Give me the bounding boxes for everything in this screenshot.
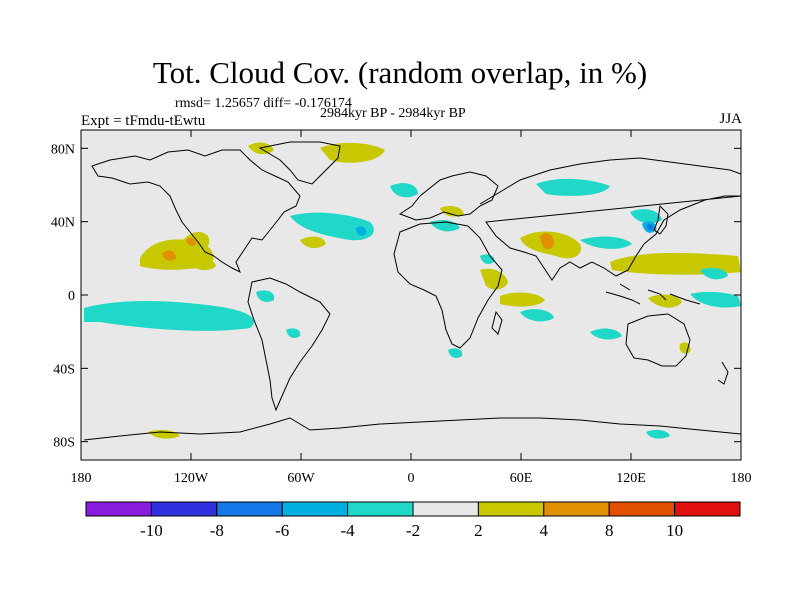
- y-tick-label: 80N: [51, 142, 75, 157]
- anomaly-blob: [320, 142, 385, 163]
- y-tick-label: 40N: [51, 216, 75, 231]
- colorbar-segment: [608, 501, 676, 517]
- anomaly-blob: [390, 183, 418, 198]
- anomaly-fields: [84, 142, 741, 439]
- coastline-north-america: [91, 149, 301, 274]
- x-axis: 180 120W 60W 0 60E 120E 180: [71, 130, 752, 486]
- colorbar-segment: [674, 501, 741, 517]
- experiment-label: Expt = tFmdu-tEwtu: [81, 113, 206, 129]
- map-plot-area: [81, 130, 741, 460]
- coastline-maritime-asia: [605, 283, 701, 305]
- x-tick-label: 120W: [174, 471, 209, 486]
- anomaly-blob: [646, 429, 670, 439]
- y-tick-label: 80S: [53, 436, 75, 451]
- x-tick-label: 180: [731, 471, 752, 486]
- x-tick-label: 0: [408, 471, 415, 486]
- period-label: 2984kyr BP - 2984kyr BP: [320, 106, 466, 121]
- y-tick-label: 0: [68, 289, 75, 304]
- colorbar-segment: [347, 501, 414, 517]
- anomaly-blob: [290, 212, 374, 241]
- coastlines: [83, 141, 741, 441]
- colorbar-label: 8: [605, 521, 614, 540]
- anomaly-blob: [448, 348, 463, 358]
- colorbar-segment: [216, 501, 283, 517]
- colorbar-label: -6: [275, 521, 289, 540]
- colorbar-segment: [150, 501, 218, 517]
- y-axis: 80N 40N 0 40S 80S: [51, 142, 741, 451]
- anomaly-blob: [186, 237, 196, 247]
- coastline-new-zealand: [717, 361, 729, 385]
- coastline-australia: [625, 313, 691, 367]
- colorbar-segment: [412, 501, 479, 517]
- anomaly-blob: [440, 206, 464, 217]
- y-tick-label: 40S: [53, 362, 75, 377]
- anomaly-blob: [84, 301, 254, 331]
- colorbar-label: -8: [210, 521, 224, 540]
- anomaly-blob: [300, 236, 326, 249]
- coastline-asia: [479, 157, 741, 281]
- colorbar: -10 -8 -6 -4 -2 2 4 8 10: [85, 501, 741, 540]
- anomaly-blob: [356, 226, 367, 236]
- anomaly-blob: [286, 328, 301, 338]
- colorbar-segment: [543, 501, 610, 517]
- anomaly-blob: [520, 309, 554, 322]
- colorbar-segment: [477, 501, 545, 517]
- colorbar-label: 10: [666, 521, 683, 540]
- season-label: JJA: [719, 111, 742, 127]
- x-tick-label: 60W: [287, 471, 315, 486]
- anomaly-blob: [500, 292, 545, 307]
- anomaly-blob: [162, 250, 176, 261]
- coastline-japan: [653, 204, 669, 235]
- anomaly-blob: [700, 268, 728, 280]
- anomaly-blob: [646, 223, 654, 231]
- colorbar-segment: [85, 501, 152, 517]
- anomaly-blob: [690, 291, 741, 308]
- anomaly-blob: [580, 236, 632, 249]
- coastline-antarctica: [83, 417, 741, 441]
- x-tick-label: 60E: [510, 471, 533, 486]
- coastline-africa: [393, 221, 503, 349]
- colorbar-segment: [281, 501, 349, 517]
- colorbar-label: 2: [474, 521, 483, 540]
- coastline-south-america: [247, 277, 331, 412]
- x-tick-label: 180: [71, 471, 92, 486]
- anomaly-blob: [540, 233, 554, 250]
- coastline-europe: [398, 171, 499, 221]
- colorbar-label: -10: [140, 521, 163, 540]
- coastline-greenland: [258, 141, 341, 185]
- anomaly-blob: [590, 328, 622, 340]
- anomaly-blob: [188, 258, 216, 271]
- colorbar-label: -2: [406, 521, 420, 540]
- colorbar-label: 4: [540, 521, 549, 540]
- coastline-madagascar: [491, 310, 503, 335]
- map-title: Tot. Cloud Cov. (random overlap, in %): [152, 55, 648, 90]
- stats-readout: rmsd= 1.25657 diff= -0.176174: [175, 96, 352, 111]
- anomaly-blob: [536, 178, 610, 196]
- anomaly-blob: [648, 294, 682, 308]
- x-tick-label: 120E: [616, 471, 646, 486]
- colorbar-label: -4: [341, 521, 356, 540]
- anomaly-blob: [630, 209, 662, 224]
- anomaly-blob: [256, 290, 275, 302]
